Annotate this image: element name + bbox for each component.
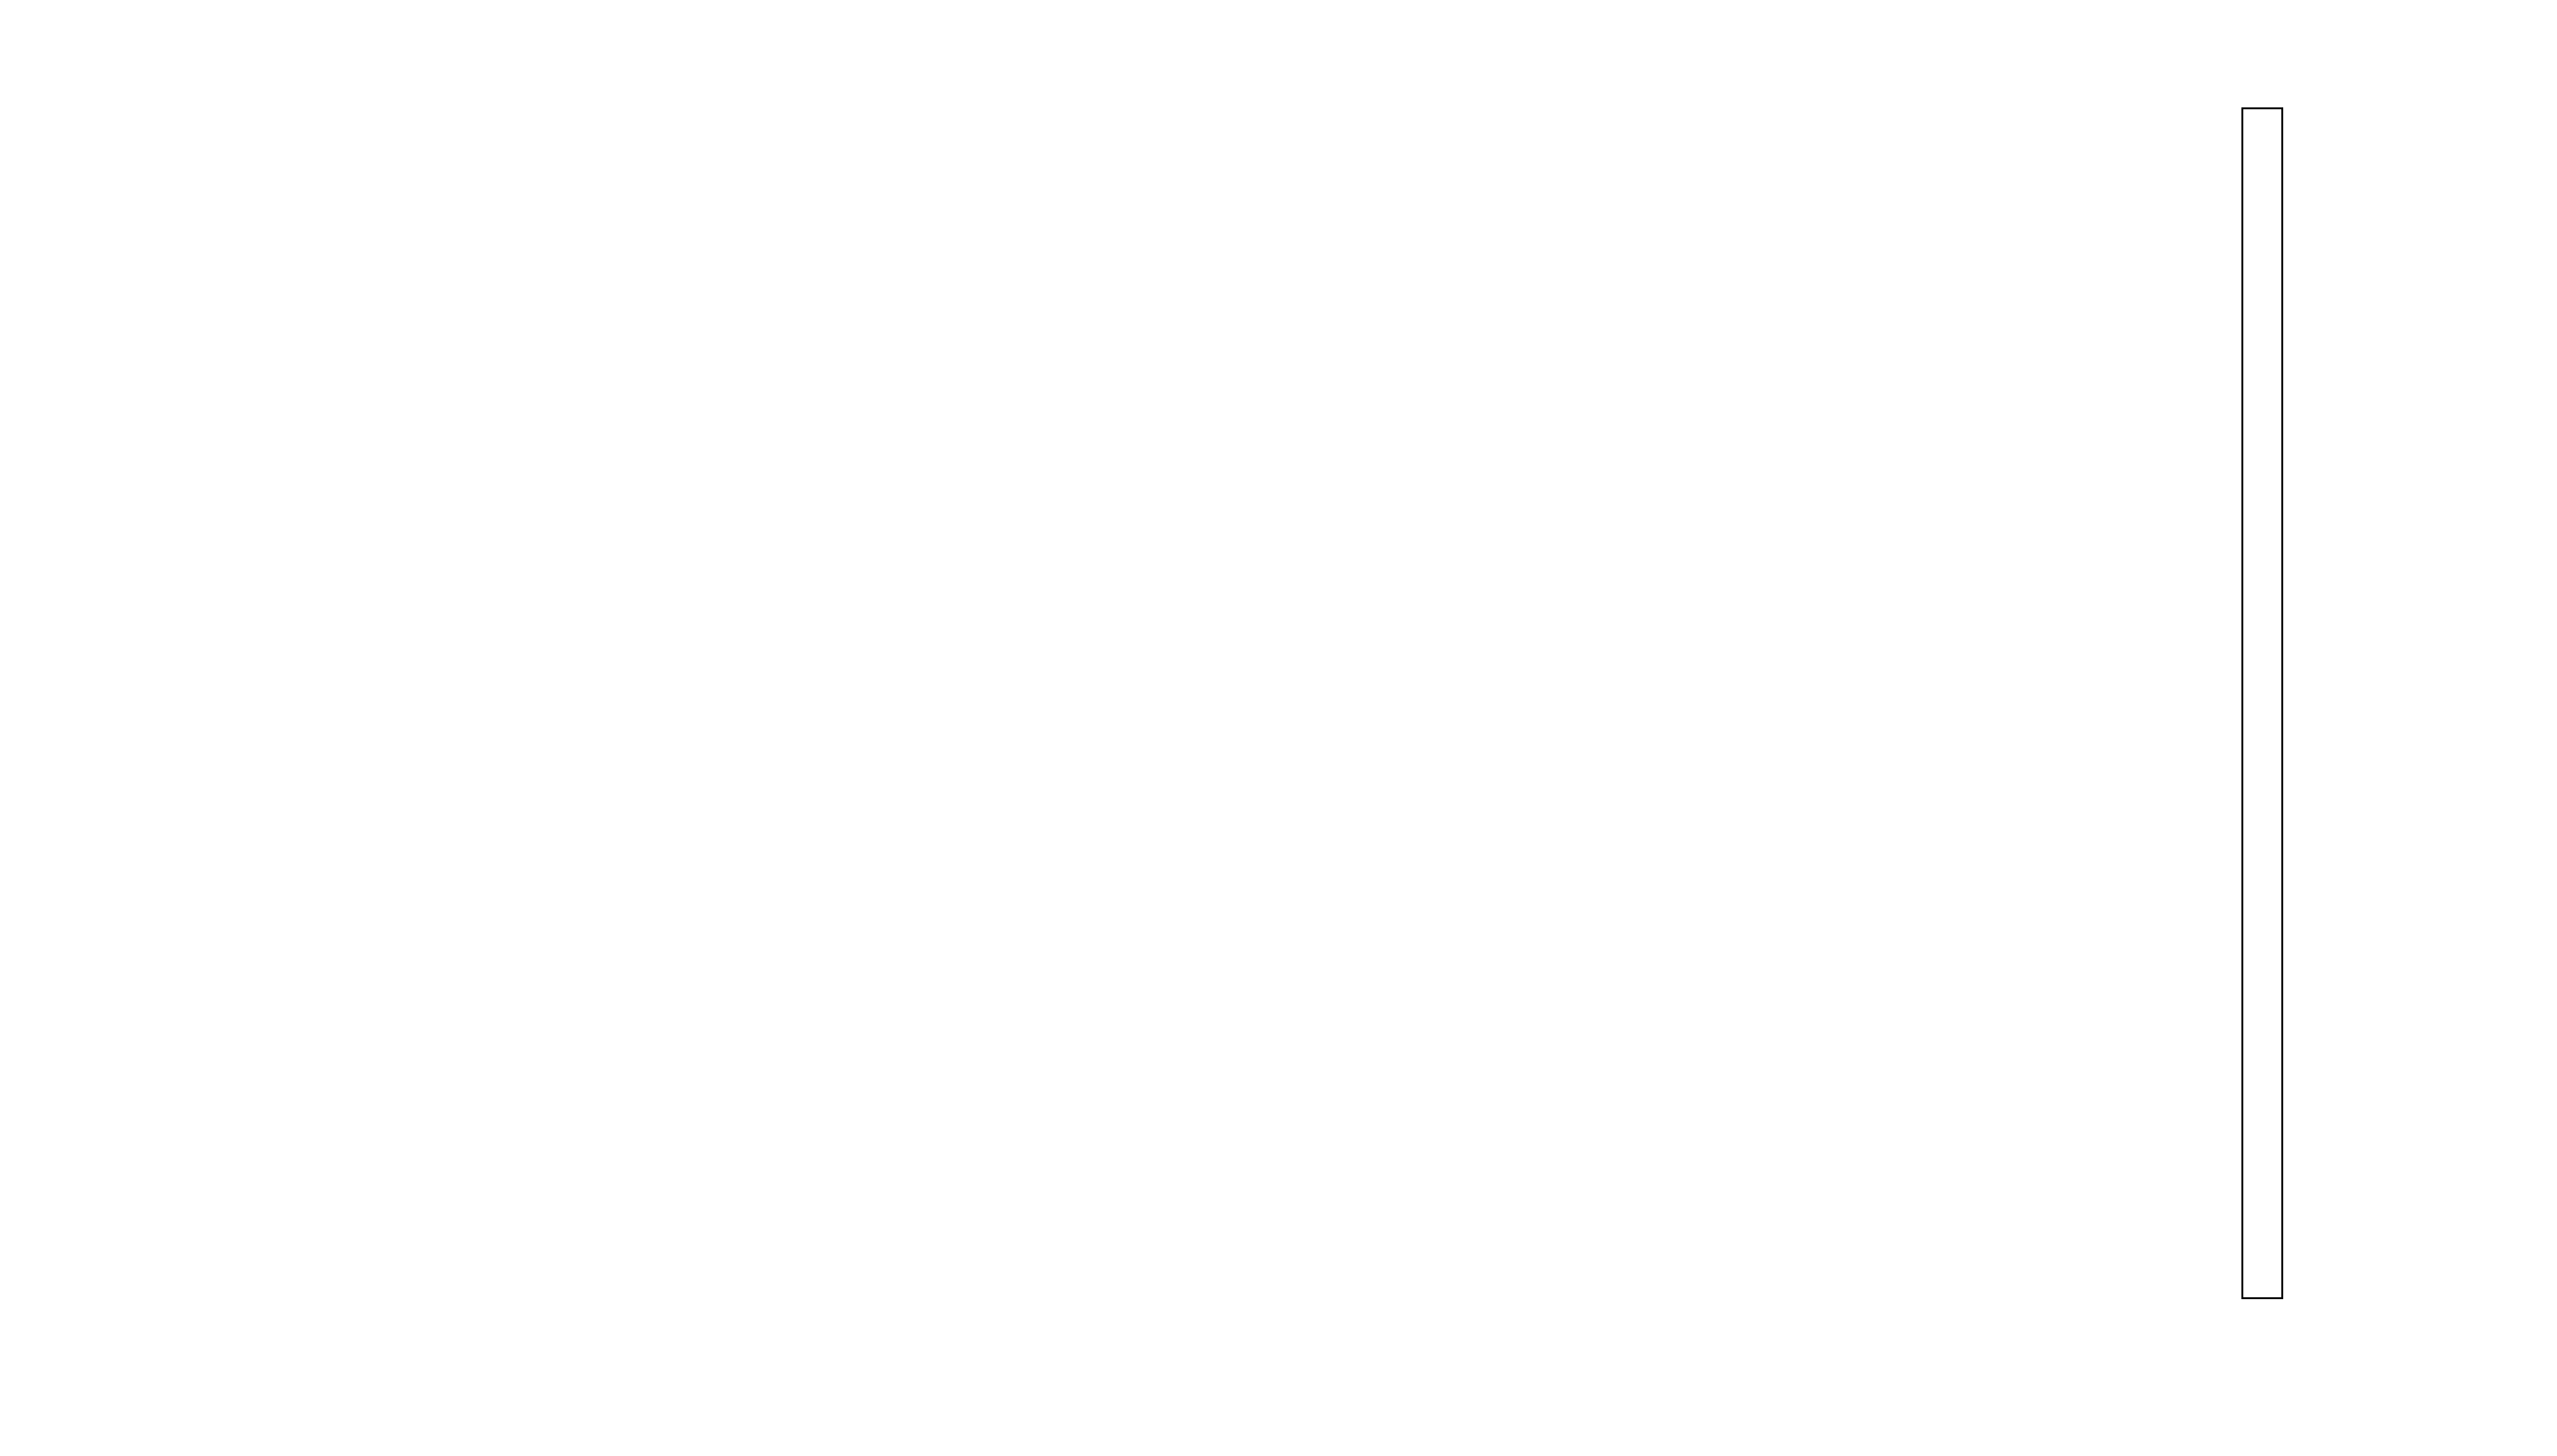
colorbar: [2241, 107, 2283, 1299]
